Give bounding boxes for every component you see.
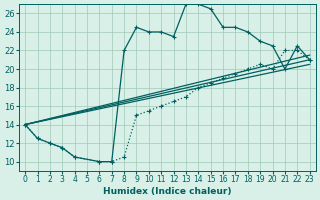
X-axis label: Humidex (Indice chaleur): Humidex (Indice chaleur) [103,187,232,196]
